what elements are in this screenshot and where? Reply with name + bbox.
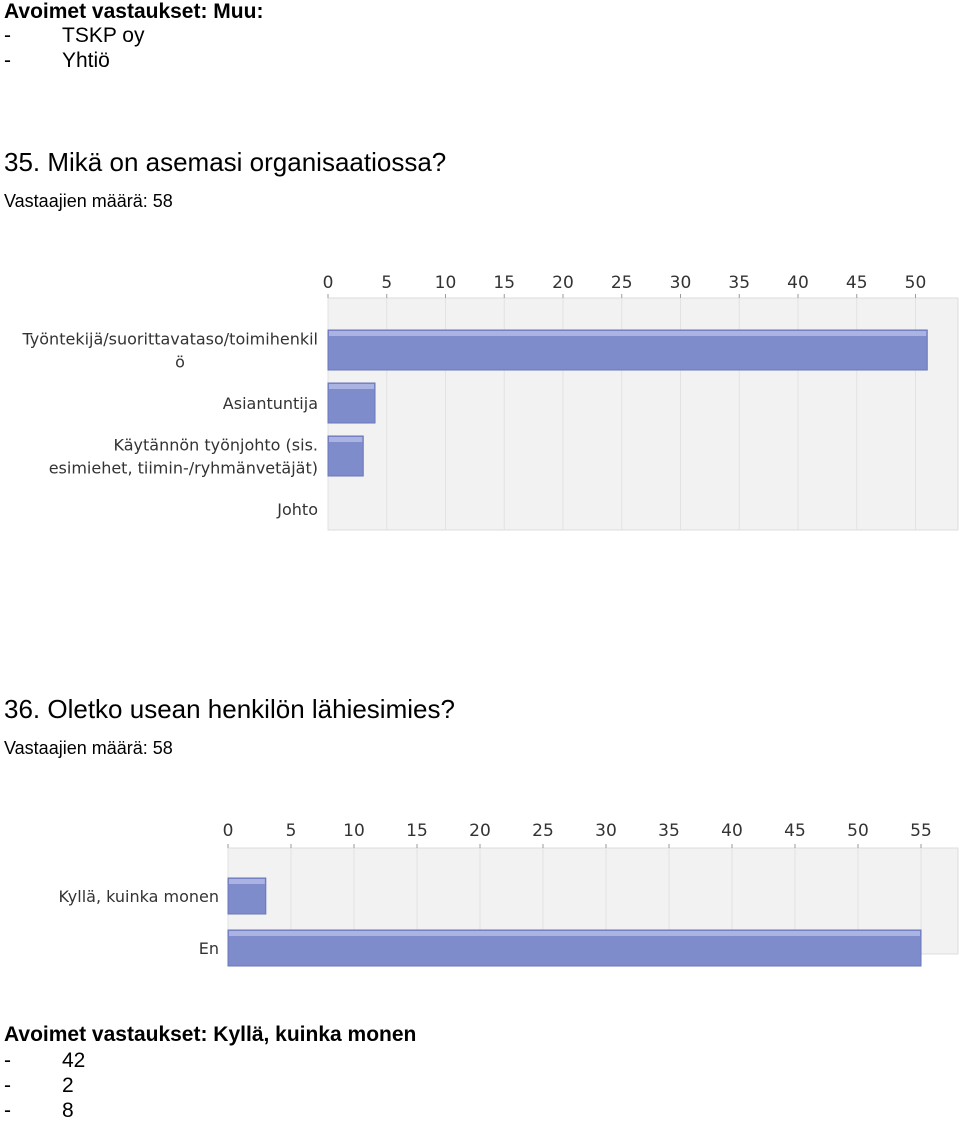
question-35-title: 35. Mikä on asemasi organisaatiossa? <box>4 147 447 177</box>
tick-label: 30 <box>595 821 617 841</box>
category-label: Johto <box>276 500 318 519</box>
tick-label: 50 <box>847 821 869 841</box>
tick-label: 25 <box>611 273 633 293</box>
open-answers-heading-muu: Avoimet vastaukset: Muu: <box>4 0 264 23</box>
tick-label: 15 <box>493 273 515 293</box>
list-item: - Yhtiö <box>0 48 144 73</box>
tick-label: 5 <box>286 821 297 841</box>
category-label: esimiehet, tiimin-/ryhmänvetäjät) <box>49 459 318 478</box>
bar-highlight <box>329 437 363 442</box>
bar-highlight <box>229 931 920 936</box>
category-label: Työntekijä/suorittavataso/toimihenkil <box>22 330 318 349</box>
list-item-text: TSKP oy <box>62 24 145 47</box>
list-item: - 2 <box>0 1073 85 1098</box>
list-item-text: 2 <box>62 1074 74 1097</box>
open-answers-list-kylla: - 42 - 2 - 8 <box>0 1048 85 1123</box>
category-label: Käytännön työnjohto (sis. <box>114 436 319 455</box>
tick-label: 0 <box>223 821 234 841</box>
bar-highlight <box>229 879 265 884</box>
open-answers-heading-kylla: Avoimet vastaukset: Kyllä, kuinka monen <box>4 1023 417 1046</box>
bar <box>327 435 364 477</box>
list-item-text: Yhtiö <box>62 49 110 72</box>
bar-highlight <box>329 331 927 336</box>
tick-label: 45 <box>784 821 806 841</box>
list-dash: - <box>4 1049 11 1072</box>
open-answers-list-muu: - TSKP oy - Yhtiö <box>0 23 144 73</box>
question-35-respondents: Vastaajien määrä: 58 <box>4 191 173 211</box>
tick-label: 20 <box>469 821 491 841</box>
chart-question-35: 0 5 10 15 20 25 30 35 40 45 50 Työntekijä/suorittav… <box>22 273 959 531</box>
category-label: En <box>199 939 219 958</box>
list-item: - 42 <box>0 1048 85 1073</box>
tick-label: 55 <box>910 821 932 841</box>
bar <box>327 382 376 424</box>
question-36-title: 36. Oletko usean henkilön lähiesimies? <box>4 694 455 724</box>
tick-label: 15 <box>406 821 428 841</box>
tick-label: 10 <box>343 821 365 841</box>
list-dash: - <box>4 24 11 47</box>
tick-label: 20 <box>552 273 574 293</box>
tick-label: 40 <box>721 821 743 841</box>
category-label: Kyllä, kuinka monen <box>58 887 219 906</box>
category-label: Asiantuntija <box>223 394 318 413</box>
list-item-text: 42 <box>62 1049 86 1072</box>
tick-label: 35 <box>728 273 750 293</box>
tick-label: 5 <box>381 273 392 293</box>
tick-label: 40 <box>787 273 809 293</box>
list-dash: - <box>4 1074 11 1097</box>
tick-label: 45 <box>846 273 868 293</box>
list-dash: - <box>4 1099 11 1122</box>
list-item: - TSKP oy <box>0 23 144 48</box>
list-dash: - <box>4 49 11 72</box>
bar-highlight <box>329 384 374 389</box>
tick-label: 10 <box>435 273 457 293</box>
tick-label: 25 <box>532 821 554 841</box>
question-36-respondents: Vastaajien määrä: 58 <box>4 738 173 758</box>
chart-question-36: 0 5 10 15 20 25 30 35 40 45 50 55 Kyllä, kuinka mone… <box>58 821 959 967</box>
list-item-text: 8 <box>62 1099 74 1122</box>
list-item: - 8 <box>0 1098 85 1123</box>
tick-label: 50 <box>905 273 927 293</box>
tick-label: 30 <box>670 273 692 293</box>
tick-label: 35 <box>658 821 680 841</box>
bar <box>327 329 928 371</box>
category-label: ö <box>175 353 185 372</box>
tick-label: 0 <box>323 273 334 293</box>
